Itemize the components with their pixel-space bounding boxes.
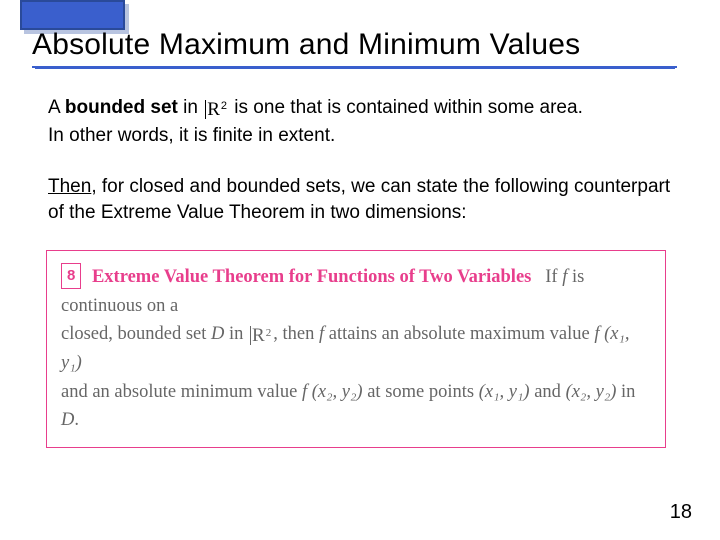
p1-lead: A <box>48 97 65 118</box>
t-l3c: and <box>530 382 566 402</box>
slide: Absolute Maximum and Minimum Values A bo… <box>0 0 720 540</box>
p3-underline: Then <box>48 176 91 197</box>
t-l3d: in <box>616 382 635 402</box>
t-l2d: attains an absolute maximum value <box>324 324 594 344</box>
p1-mid: in <box>178 97 203 118</box>
t-l3fx2: f (x₂, y₂) <box>302 382 363 402</box>
t-l3D: D <box>61 410 74 430</box>
accent-block <box>20 0 125 30</box>
t-l2c: , then <box>273 324 319 344</box>
theorem-number: 8 <box>61 263 81 289</box>
t-l3e: . <box>74 410 79 430</box>
p3-rest: , for closed and bounded sets, we can st… <box>48 176 670 223</box>
r-exponent-2: 2 <box>266 325 272 342</box>
t-l3a: and an absolute minimum value <box>61 382 302 402</box>
t-l2b: in <box>224 324 248 344</box>
theorem-box: 8 Extreme Value Theorem for Functions of… <box>46 250 666 448</box>
body-text: A bounded set in R2 is one that is conta… <box>48 95 672 226</box>
t-l2a: closed, bounded set <box>61 324 211 344</box>
t-l1a: If <box>545 267 562 287</box>
theorem-line-1: 8 Extreme Value Theorem for Functions of… <box>61 263 651 320</box>
theorem-head: Extreme Value Theorem for Functions of T… <box>92 267 531 287</box>
title-underline-inner <box>35 68 675 69</box>
t-l3p2: (x₂, y₂) <box>566 382 617 402</box>
r-exponent: 2 <box>221 99 227 114</box>
real-2-symbol-2: R2 <box>250 326 271 345</box>
p1-tail: is one that is contained within some are… <box>229 97 583 118</box>
p1-bold: bounded set <box>65 97 178 118</box>
paragraph-1: A bounded set in R2 is one that is conta… <box>48 95 672 121</box>
paragraph-3: Then, for closed and bounded sets, we ca… <box>48 174 672 225</box>
theorem-line-2: closed, bounded set D in R2, then f atta… <box>61 320 651 377</box>
theorem-line-3: and an absolute minimum value f (x₂, y₂)… <box>61 378 651 435</box>
paragraph-2: In other words, it is finite in extent. <box>48 123 672 149</box>
r-glyph-2: R <box>250 326 263 345</box>
t-l3b: at some points <box>363 382 479 402</box>
title-region: Absolute Maximum and Minimum Values <box>32 28 700 69</box>
real-2-symbol: R2 <box>205 100 227 119</box>
t-l3p1: (x₁, y₁) <box>479 382 530 402</box>
page-number: 18 <box>670 501 692 524</box>
r-glyph: R <box>205 100 218 119</box>
t-l2D: D <box>211 324 224 344</box>
page-title: Absolute Maximum and Minimum Values <box>32 28 700 62</box>
